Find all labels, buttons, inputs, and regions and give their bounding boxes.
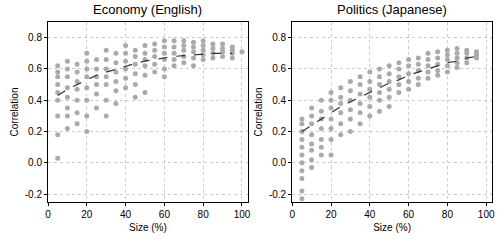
- svg-text:Economy (English): Economy (English): [93, 2, 202, 17]
- svg-text:-0.2: -0.2: [269, 189, 287, 200]
- svg-text:Size (%): Size (%): [373, 222, 411, 233]
- svg-text:40: 40: [364, 209, 376, 220]
- svg-text:20: 20: [81, 209, 93, 220]
- svg-text:0.0: 0.0: [272, 157, 286, 168]
- svg-text:-0.2: -0.2: [25, 189, 43, 200]
- svg-text:0: 0: [45, 209, 51, 220]
- svg-text:0.4: 0.4: [272, 95, 286, 106]
- svg-text:60: 60: [403, 209, 415, 220]
- svg-text:0.8: 0.8: [272, 32, 286, 43]
- svg-text:0.4: 0.4: [28, 95, 42, 106]
- svg-text:100: 100: [478, 209, 495, 220]
- svg-text:0.8: 0.8: [28, 32, 42, 43]
- svg-text:0: 0: [289, 209, 295, 220]
- svg-text:Correlation: Correlation: [9, 88, 20, 137]
- svg-text:80: 80: [198, 209, 210, 220]
- svg-text:Politics (Japanese): Politics (Japanese): [337, 2, 447, 17]
- svg-text:Correlation: Correlation: [253, 88, 264, 137]
- svg-text:0.6: 0.6: [28, 63, 42, 74]
- svg-text:0.2: 0.2: [272, 126, 286, 137]
- svg-text:0.2: 0.2: [28, 126, 42, 137]
- svg-text:60: 60: [159, 209, 171, 220]
- svg-text:40: 40: [120, 209, 132, 220]
- svg-text:100: 100: [234, 209, 251, 220]
- svg-text:0.0: 0.0: [28, 157, 42, 168]
- svg-text:80: 80: [442, 209, 454, 220]
- svg-text:0.6: 0.6: [272, 63, 286, 74]
- svg-text:20: 20: [325, 209, 337, 220]
- svg-text:Size (%): Size (%): [129, 222, 167, 233]
